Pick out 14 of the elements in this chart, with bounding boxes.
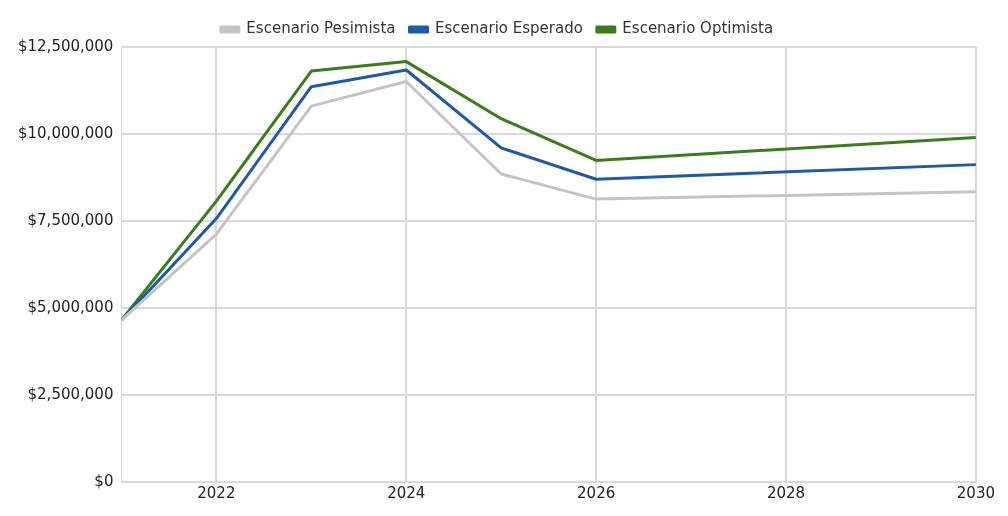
y-tick-label: $10,000,000: [17, 123, 114, 142]
y-tick-label: $2,500,000: [27, 384, 114, 403]
x-tick-label: 2026: [577, 483, 616, 502]
x-tick-label: 2024: [387, 483, 426, 502]
legend-label: Escenario Pesimista: [246, 19, 396, 38]
x-tick-label: 2028: [766, 483, 806, 502]
y-tick-label: $5,000,000: [27, 297, 114, 316]
x-tick-label: 2030: [956, 483, 996, 502]
legend-label: Escenario Optimista: [622, 19, 774, 38]
y-tick-label: $0: [94, 471, 114, 490]
x-tick-label: 2022: [197, 483, 236, 502]
y-tick-label: $7,500,000: [27, 210, 114, 229]
y-tick-label: $12,500,000: [17, 36, 114, 55]
legend-label: Escenario Esperado: [435, 19, 583, 38]
